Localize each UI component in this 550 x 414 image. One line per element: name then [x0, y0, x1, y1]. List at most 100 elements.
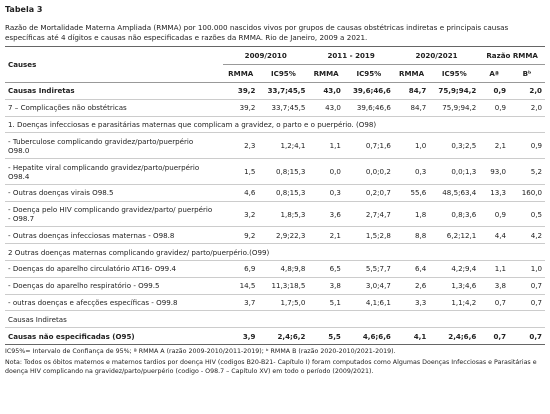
table-row: Causas Indiretas 39,2 33,7;45,5 43,0 39,6;46… [5, 82, 545, 100]
cell: 5,1 [308, 294, 344, 312]
cell: 1,5 [223, 158, 259, 185]
cell: 75,9;94,2 [429, 99, 480, 117]
cell: 39,2 [223, 99, 259, 117]
table-head: Causes 2009/2010 2011 - 2019 2020/2021 Razão… [5, 46, 545, 83]
row-label: - Doença pelo HIV complicando gravidez/p… [5, 201, 223, 228]
cell: 33,7;45,5 [258, 99, 309, 117]
data-table: Causes 2009/2010 2011 - 2019 2020/2021 Razão… [5, 46, 545, 345]
note: Nota: Todos os óbitos maternos e materno… [5, 359, 537, 375]
row-label: - Outras doenças virais O98.5 [5, 184, 223, 202]
cell: 1,3;4,6 [429, 277, 480, 295]
cell: 1,0 [393, 132, 430, 160]
cell: 160,0 [509, 184, 545, 202]
table-row: - outras doenças e afecções específicas … [5, 294, 545, 312]
cell: 0,7 [479, 294, 510, 312]
row-label: Causas Indiretas [5, 82, 223, 100]
table-row: - Tuberculose complicando gravidez/parto… [5, 132, 545, 160]
row-label: 2 Outras doenças maternas complicando gr… [5, 243, 545, 262]
header-row: RMMA IC95% RMMA IC95% RMMA IC95% Aª Bᵇ [5, 64, 545, 83]
table-row: - Hepatite viral complicando gravidez/pa… [5, 158, 545, 185]
cell: 0,9 [479, 99, 510, 117]
footnote: IC95%= Intervalo de Confiança de 95%; ª … [5, 347, 396, 355]
table-row: Causas Indiretas [5, 310, 545, 329]
row-label: - Doenças do aparelho circulatório AT16-… [5, 260, 223, 278]
cell: 1,1 [479, 260, 510, 278]
column-header: Razão RMMA [479, 46, 545, 65]
row-label: Causas não especificadas (O95) [5, 327, 223, 345]
cell: 6,2;12,1 [429, 226, 480, 245]
cell: 0,3;2,5 [429, 132, 480, 160]
cell: 1,1;4,2 [429, 294, 480, 312]
cell: 9,2 [223, 226, 259, 245]
cell: 2,6 [393, 277, 430, 295]
cell: 0,8;3,6 [429, 201, 480, 228]
table-title: Tabela 3 [5, 5, 43, 14]
cell: 0,0 [308, 158, 344, 185]
cell: 2,1 [308, 226, 344, 245]
cell: 0,7 [509, 327, 545, 345]
cell: 0,0;1,3 [429, 158, 480, 185]
cell: 5,5 [308, 327, 344, 345]
cell: 84,7 [393, 82, 430, 100]
cell: 43,0 [308, 99, 344, 117]
cell: 4,2;9,4 [429, 260, 480, 278]
cell: 0,7;1,6 [343, 132, 394, 160]
row-label: - Hepatite viral complicando gravidez/pa… [5, 158, 223, 185]
cell: 1,8 [393, 201, 430, 228]
row-label: - Tuberculose complicando gravidez/parto… [5, 132, 223, 160]
cell: 0,9 [479, 201, 510, 228]
cell: 4,6;6,6 [343, 327, 394, 345]
cell: 39,2 [223, 82, 259, 100]
cell: 4,8;9,8 [258, 260, 309, 278]
table-row: - Doença pelo HIV complicando gravidez/p… [5, 201, 545, 228]
cell: 84,7 [393, 99, 430, 117]
cell: 2,9;22,3 [258, 226, 309, 245]
cell: 1,7;5,0 [258, 294, 309, 312]
cell: 48,5;63,4 [429, 184, 480, 202]
cell: 2,4;6,6 [429, 327, 480, 345]
cell: 0,7 [509, 294, 545, 312]
table-row: - Doenças do aparelho respiratório - O99… [5, 277, 545, 295]
column-subheader: RMMA [393, 64, 430, 83]
table-row: - Doenças do aparelho circulatório AT16-… [5, 260, 545, 278]
table-row: 7 – Complicações não obstétricas 39,2 33,7… [5, 99, 545, 117]
column-subheader: IC95% [343, 64, 394, 83]
cell: 1,1 [308, 132, 344, 160]
cell: 13,3 [479, 184, 510, 202]
row-label: Causas Indiretas [5, 310, 545, 329]
cell: 0,9 [509, 132, 545, 160]
header-row: Causes 2009/2010 2011 - 2019 2020/2021 Razão… [5, 46, 545, 83]
row-label: 7 – Complicações não obstétricas [5, 99, 223, 117]
cell: 33,7;45,5 [258, 82, 309, 100]
cell: 5,2 [509, 158, 545, 185]
cell: 3,3 [393, 294, 430, 312]
cell: 1,8;5,3 [258, 201, 309, 228]
cell: 11,3;18,5 [258, 277, 309, 295]
row-label: - Doenças do aparelho respiratório - O99… [5, 277, 223, 295]
cell: 8,8 [393, 226, 430, 245]
cell: 2,0 [509, 82, 545, 100]
cell: 0,5 [509, 201, 545, 228]
cell: 0,9 [479, 82, 510, 100]
table-body: Causas Indiretas 39,2 33,7;45,5 43,0 39,6;46… [5, 82, 545, 345]
column-subheader: Aª [479, 64, 510, 83]
column-header: 2009/2010 [223, 46, 309, 65]
cell: 39,6;46,6 [343, 82, 394, 100]
cell: 3,9 [223, 327, 259, 345]
table-row: Causas não especificadas (O95) 3,9 2,4;6,2… [5, 327, 545, 345]
cell: 75,9;94,2 [429, 82, 480, 100]
column-subheader: IC95% [258, 64, 309, 83]
cell: 14,5 [223, 277, 259, 295]
column-header: 2020/2021 [393, 46, 480, 65]
cell: 0,7 [509, 277, 545, 295]
table-row: 2 Outras doenças maternas complicando gr… [5, 243, 545, 262]
column-header: Causes [5, 46, 223, 83]
cell: 3,8 [479, 277, 510, 295]
cell: 2,0 [509, 99, 545, 117]
cell: 2,3 [223, 132, 259, 160]
cell: 4,1;6,1 [343, 294, 394, 312]
cell: 1,2;4,1 [258, 132, 309, 160]
cell: 3,8 [308, 277, 344, 295]
cell: 2,4;6,2 [258, 327, 309, 345]
